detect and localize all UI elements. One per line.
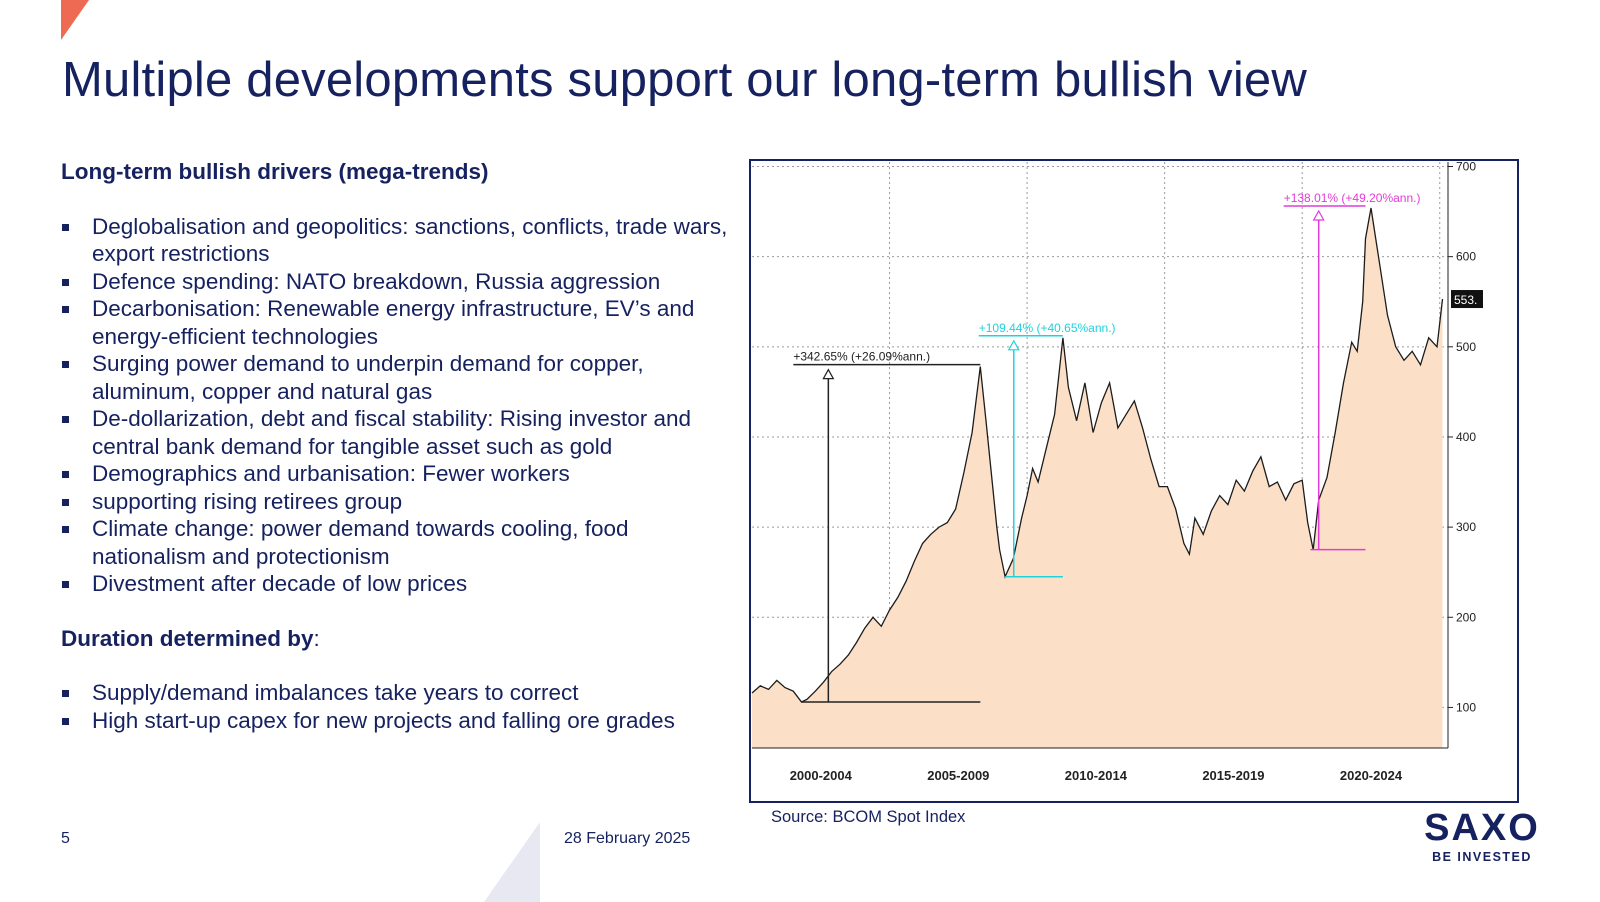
slide-title: Multiple developments support our long-t… bbox=[62, 53, 1307, 107]
driver-bullet-item: Deglobalisation and geopolitics: sanctio… bbox=[61, 213, 741, 268]
bcom-chart: 100 200 300 400 500 600 700 2000-2004 2005-2009 2… bbox=[749, 159, 1519, 803]
driver-bullet-item: Defence spending: NATO breakdown, Russia… bbox=[61, 268, 741, 296]
y-tick-label: 500 bbox=[1456, 340, 1476, 354]
x-tick-label: 2005-2009 bbox=[927, 768, 989, 783]
duration-list: Supply/demand imbalances take years to c… bbox=[61, 679, 741, 734]
driver-bullet-item: Decarbonisation: Renewable energy infras… bbox=[61, 295, 741, 350]
chart-source: Source: BCOM Spot Index bbox=[771, 808, 966, 826]
y-tick-label: 400 bbox=[1456, 430, 1476, 444]
duration-heading-bold: Duration determined by bbox=[61, 625, 314, 651]
duration-bullet-item: Supply/demand imbalances take years to c… bbox=[61, 679, 741, 707]
y-tick-label: 300 bbox=[1456, 520, 1476, 534]
driver-bullet-item: Divestment after decade of low prices bbox=[61, 570, 741, 598]
text-column: Long-term bullish drivers (mega-trends) … bbox=[61, 158, 741, 734]
annotation-label: +342.65% (+26.09%ann.) bbox=[793, 350, 930, 364]
y-tick-label: 100 bbox=[1456, 700, 1476, 714]
y-tick-label: 700 bbox=[1456, 160, 1476, 174]
accent-triangle bbox=[61, 0, 89, 40]
series-line bbox=[751, 207, 1444, 703]
y-tick-label: 600 bbox=[1456, 250, 1476, 264]
duration-heading: Duration determined by: bbox=[61, 625, 741, 653]
driver-bullet-item: Climate change: power demand towards coo… bbox=[61, 515, 741, 570]
x-tick-label: 2000-2004 bbox=[790, 768, 853, 783]
last-value-label: 553. bbox=[1454, 293, 1477, 307]
x-tick-label: 2020-2024 bbox=[1340, 768, 1403, 783]
driver-bullet-item: Demographics and urbanisation: Fewer wor… bbox=[61, 460, 741, 488]
duration-bullet-item: High start-up capex for new projects and… bbox=[61, 707, 741, 735]
logo-wordmark: SAXO bbox=[1424, 807, 1540, 849]
last-value-box bbox=[1451, 290, 1483, 309]
annotation-arrow bbox=[1007, 339, 1020, 351]
annotation-label: +109.44% (+40.65%ann.) bbox=[979, 321, 1116, 335]
drivers-heading: Long-term bullish drivers (mega-trends) bbox=[61, 159, 489, 184]
logo-tagline: BE INVESTED bbox=[1432, 850, 1532, 864]
drivers-list: Deglobalisation and geopolitics: sanctio… bbox=[61, 213, 741, 598]
y-tick-label: 200 bbox=[1456, 610, 1476, 624]
driver-bullet-item: Surging power demand to underpin demand … bbox=[61, 350, 741, 405]
x-tick-label: 2010-2014 bbox=[1065, 768, 1128, 783]
annotation-arrow bbox=[1312, 209, 1325, 221]
saxo-logo: SAXO BE INVESTED bbox=[1418, 808, 1546, 864]
page-number: 5 bbox=[61, 830, 70, 847]
decorative-triangle bbox=[484, 822, 540, 902]
driver-bullet-item: supporting rising retirees group bbox=[61, 488, 741, 516]
x-tick-label: 2015-2019 bbox=[1202, 768, 1264, 783]
chart-svg: 100 200 300 400 500 600 700 2000-2004 2005-2009 2… bbox=[749, 159, 1519, 803]
duration-heading-colon: : bbox=[313, 625, 320, 651]
annotation-arrow bbox=[822, 368, 835, 380]
series-area bbox=[752, 208, 1443, 748]
annotation-label: +138.01% (+49.20%ann.) bbox=[1284, 191, 1421, 205]
driver-bullet-item: De-dollarization, debt and fiscal stabil… bbox=[61, 405, 741, 460]
slide-date: 28 February 2025 bbox=[564, 830, 691, 847]
